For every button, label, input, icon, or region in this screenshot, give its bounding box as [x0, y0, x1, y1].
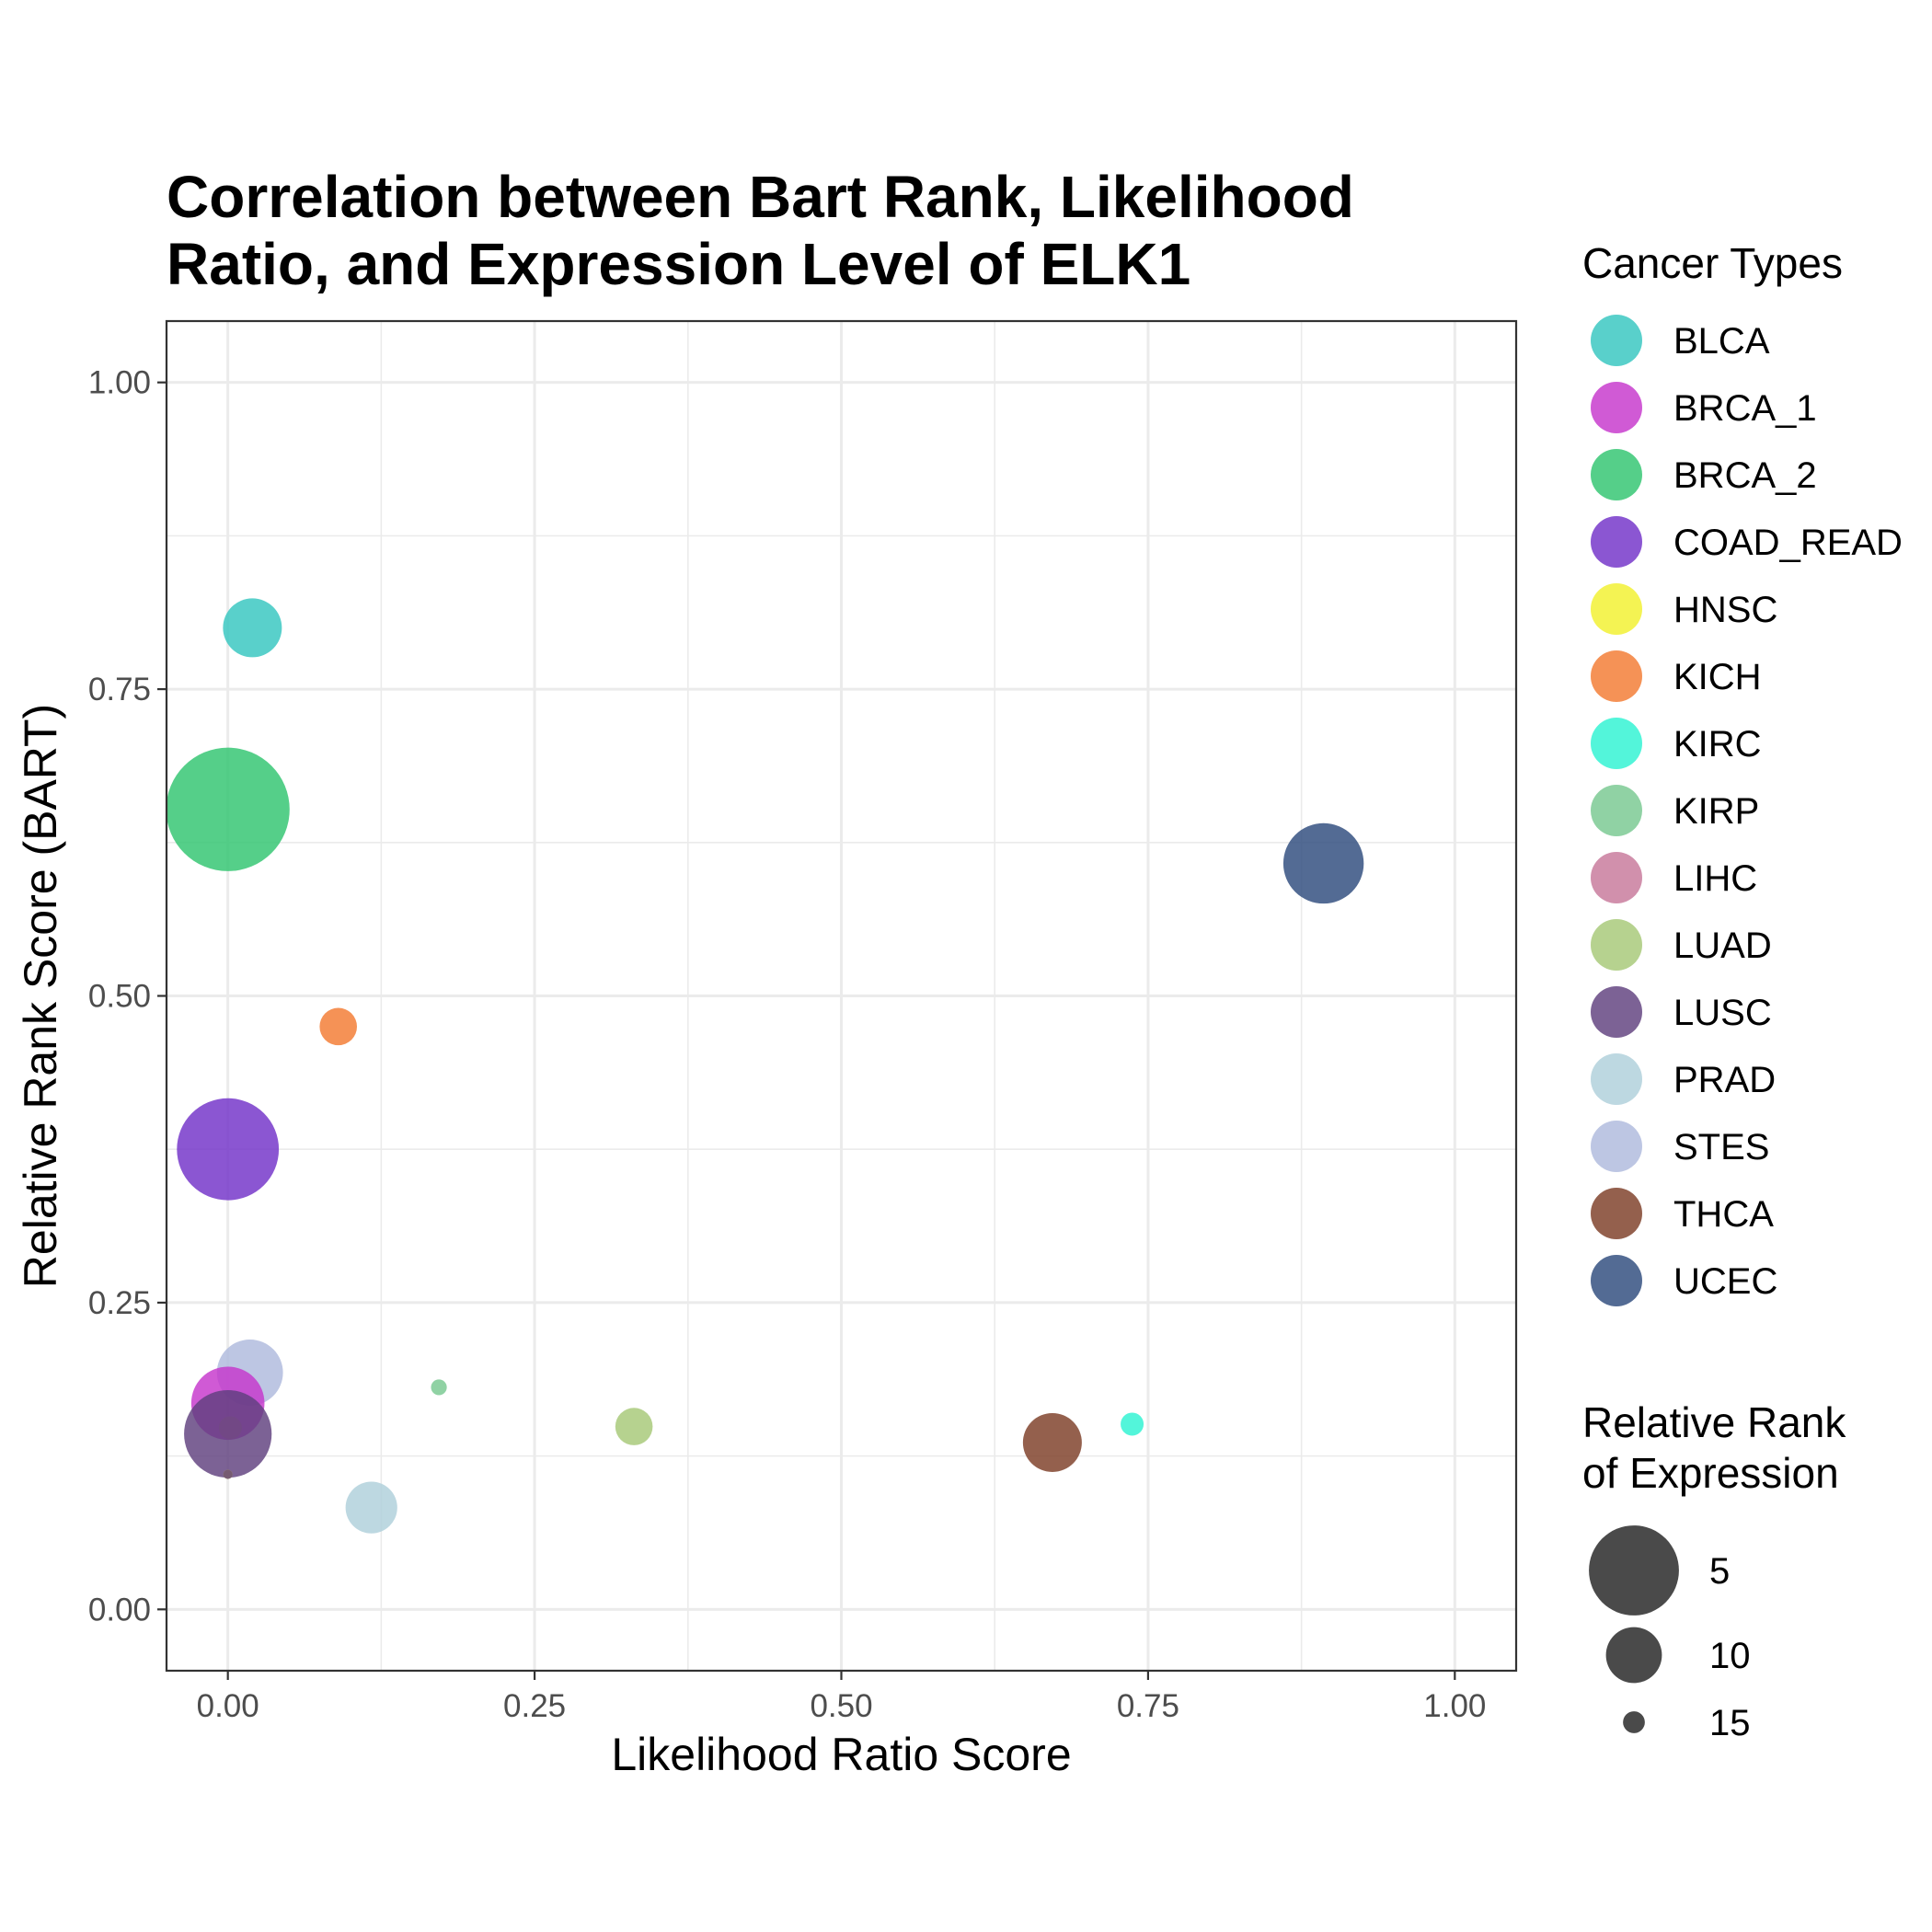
legend-key-stes [1591, 1121, 1642, 1172]
point-kirp-6 [431, 1379, 447, 1396]
y-tick-label-3: 0.75 [88, 672, 151, 707]
y-tick-label-4: 1.00 [88, 365, 151, 401]
legend-key-kirp [1591, 785, 1642, 836]
size-legend-key-15 [1623, 1711, 1645, 1733]
legend-label-lihc: LIHC [1673, 858, 1757, 899]
point-ucec-2 [1282, 822, 1364, 904]
legend-key-hnsc [1591, 583, 1642, 635]
legend-label-hnsc: HNSC [1673, 590, 1777, 630]
size-legend-label-5: 5 [1709, 1551, 1730, 1592]
legend-key-luad [1591, 919, 1642, 971]
x-tick-label-4: 1.00 [1423, 1688, 1486, 1724]
legend-label-blca: BLCA [1673, 321, 1770, 362]
y-tick-label-0: 0.00 [88, 1592, 151, 1627]
y-tick-label-1: 0.25 [88, 1285, 151, 1321]
point-kirc-8 [1121, 1412, 1144, 1436]
legend-key-kich [1591, 650, 1642, 702]
legend-key-kirc [1591, 718, 1642, 769]
legend-label-coad-read: COAD_READ [1673, 523, 1903, 563]
legend-label-kirc: KIRC [1673, 724, 1762, 765]
x-tick-label-0: 0.00 [197, 1688, 259, 1724]
legend-key-ucec [1591, 1255, 1642, 1306]
legend-label-kich: KICH [1673, 657, 1762, 697]
legend-colors: BLCA BRCA_1 BRCA_2 COAD_READ HNSC KICH KIRC KIR… [1591, 315, 1903, 1306]
x-tick-label-1: 0.25 [503, 1688, 566, 1724]
data-points [166, 598, 1364, 1534]
point-brca-2-1 [166, 747, 290, 871]
size-legend-label-10: 10 [1709, 1636, 1751, 1676]
legend-key-thca [1591, 1188, 1642, 1239]
point-thca-11 [1022, 1412, 1082, 1472]
point-blca-0 [223, 598, 282, 658]
legend-label-lusc: LUSC [1673, 993, 1772, 1033]
legend-size-title-line-2: of Expression [1582, 1449, 1839, 1497]
legend-label-brca-1: BRCA_1 [1673, 388, 1817, 429]
x-axis: 0.00 0.25 0.50 0.75 1.00 [197, 1671, 1486, 1724]
legend-color-title: Cancer Types [1582, 239, 1843, 287]
legend-key-lusc [1591, 986, 1642, 1038]
legend-key-blca [1591, 315, 1642, 366]
legend-key-lihc [1591, 852, 1642, 903]
y-axis: 0.00 0.25 0.50 0.75 1.00 [88, 365, 167, 1627]
x-axis-title: Likelihood Ratio Score [611, 1729, 1071, 1780]
legend-label-brca-2: BRCA_2 [1673, 455, 1817, 496]
point-kich-3 [319, 1007, 358, 1046]
legend-label-luad: LUAD [1673, 926, 1772, 966]
legend-label-kirp: KIRP [1673, 791, 1759, 832]
size-legend-key-5 [1589, 1525, 1679, 1616]
chart-title-line-2: Ratio, and Expression Level of ELK1 [167, 231, 1190, 297]
x-tick-label-3: 0.75 [1117, 1688, 1179, 1724]
legend-label-ucec: UCEC [1673, 1261, 1777, 1302]
size-legend-key-10 [1605, 1627, 1662, 1684]
point-lusc-12 [184, 1390, 272, 1478]
x-tick-label-2: 0.50 [810, 1688, 872, 1724]
grid-lines [167, 321, 1516, 1671]
legend-key-brca-1 [1591, 382, 1642, 433]
point-lusc-14 [223, 1469, 233, 1479]
point-prad-15 [345, 1481, 397, 1534]
legend-label-thca: THCA [1673, 1194, 1774, 1235]
point-coad-read-4 [177, 1098, 280, 1201]
legend-label-stes: STES [1673, 1127, 1769, 1167]
chart-title-line-1: Correlation between Bart Rank, Likelihoo… [167, 164, 1354, 230]
size-legend-label-15: 15 [1709, 1703, 1751, 1743]
y-axis-title: Relative Rank Score (BART) [15, 704, 66, 1288]
legend-size-title-line-1: Relative Rank [1582, 1398, 1846, 1446]
legend-label-prad: PRAD [1673, 1060, 1776, 1100]
point-luad-9 [615, 1408, 653, 1445]
legend-key-brca-2 [1591, 449, 1642, 500]
legend-key-coad-read [1591, 516, 1642, 568]
legend-key-prad [1591, 1053, 1642, 1105]
legend-sizes: 5 10 15 [1589, 1525, 1751, 1743]
y-tick-label-2: 0.50 [88, 979, 151, 1015]
